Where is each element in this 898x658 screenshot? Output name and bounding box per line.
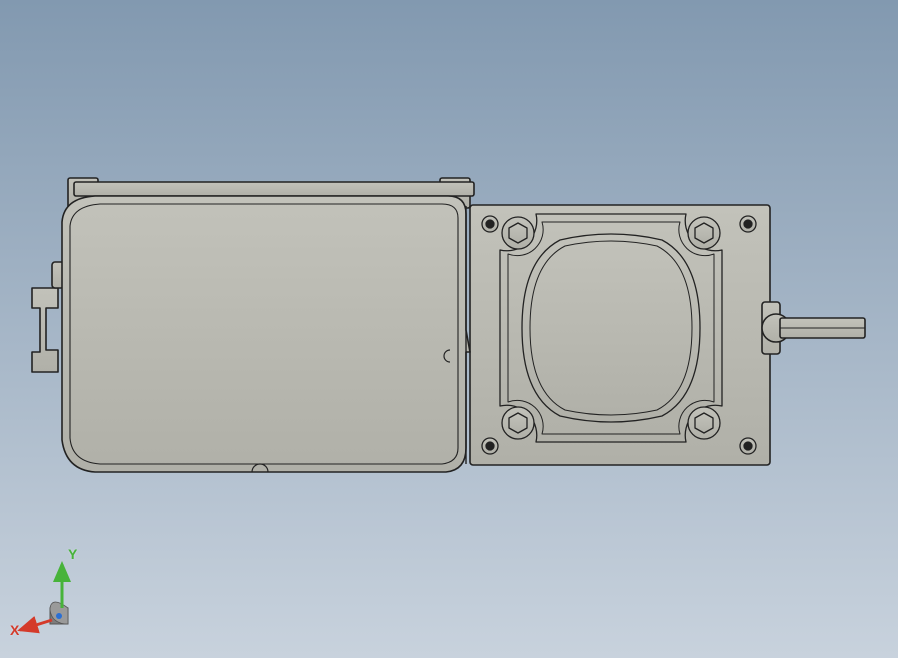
model-group: [32, 178, 865, 472]
plate-hole-br-bore: [744, 442, 752, 450]
plate-hole-bl-bore: [486, 442, 494, 450]
triad-x-axis: [20, 620, 52, 630]
motor-bolt-bl: [502, 407, 534, 439]
motor-center-face: [522, 234, 700, 422]
motor-bolt-br: [688, 407, 720, 439]
motor-bolt-tr: [688, 217, 720, 249]
triad-svg: [12, 548, 102, 638]
cad-viewport[interactable]: X Y: [0, 0, 898, 658]
top-rail: [74, 182, 474, 196]
left-bracket: [32, 288, 58, 372]
cad-model-view[interactable]: [0, 0, 898, 658]
view-triad[interactable]: X Y: [12, 548, 102, 638]
main-housing: [62, 196, 470, 472]
triad-x-label: X: [10, 622, 19, 638]
plate-hole-tl-bore: [486, 220, 494, 228]
motor-bolt-tl: [502, 217, 534, 249]
plate-hole-tr-bore: [744, 220, 752, 228]
triad-y-label: Y: [68, 546, 77, 562]
triad-z-dot: [56, 613, 62, 619]
